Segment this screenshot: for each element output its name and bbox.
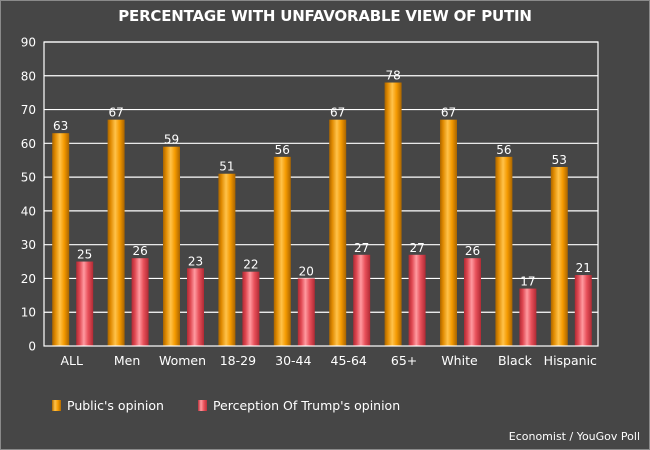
data-label-public-30-44: 56 [275,143,290,157]
data-label-trump-Black: 17 [520,275,535,289]
bar-trump-65+ [408,254,426,346]
bar-trump-45-64 [353,254,371,346]
data-label-public-Black: 56 [496,143,511,157]
bar-public-ALL [52,133,70,346]
bars [52,82,592,347]
bar-trump-Women [187,268,204,346]
bar-public-18-29 [218,173,236,346]
y-tick-label-0: 0 [28,340,36,354]
bar-trump-18-29 [242,271,260,346]
y-tick-label-40: 40 [21,204,36,218]
axes: 0 10 20 30 40 50 60 70 80 90 [21,36,599,354]
y-tick-label-50: 50 [21,171,36,185]
x-tick-label-Black: Black [498,353,533,368]
data-label-public-45-64: 67 [330,106,345,120]
data-label-trump-Women: 23 [188,254,203,268]
data-label-trump-White: 26 [465,244,480,258]
y-tick-label-30: 30 [21,238,36,252]
bar-public-Hispanic [550,166,568,346]
y-tick-label-80: 80 [21,69,36,83]
legend-swatch-public [52,400,61,411]
bar-public-White [440,119,457,346]
x-tick-label-18-29: 18-29 [220,353,256,368]
bar-public-65+ [384,82,402,347]
bar-trump-30-44 [297,278,315,346]
gridlines [44,41,598,313]
x-tick-label-White: White [441,353,478,368]
data-label-trump-Hispanic: 21 [576,261,591,275]
y-tick-label-90: 90 [21,36,36,50]
bar-public-30-44 [273,156,291,346]
source-note: Economist / YouGov Poll [508,430,640,443]
data-label-public-Women: 59 [164,133,179,147]
chart-title: PERCENTAGE WITH UNFAVORABLE VIEW OF PUTI… [118,7,532,25]
data-label-public-18-29: 51 [219,160,234,174]
data-label-public-Men: 67 [108,106,123,120]
y-tick-label-60: 60 [21,137,36,151]
legend: Public's opinion Perception Of Trump's o… [52,398,434,413]
bar-trump-Men [131,258,149,346]
x-tick-label-65+: 65+ [391,353,417,368]
data-label-trump-ALL: 25 [77,248,92,262]
bar-trump-ALL [76,261,94,346]
bar-public-45-64 [329,119,347,346]
bar-trump-Hispanic [574,275,592,346]
x-tick-label-Men: Men [114,353,140,368]
bar-public-Men [107,119,125,346]
legend-label-public: Public's opinion [67,398,164,413]
x-tick-label-Women: Women [159,353,206,368]
plot-border [43,41,599,347]
x-tick-label-30-44: 30-44 [275,353,311,368]
x-tick-label-45-64: 45-64 [331,353,367,368]
x-tick-label-ALL: ALL [60,353,83,368]
data-label-trump-65+: 27 [409,241,424,255]
data-label-trump-30-44: 20 [299,264,314,278]
data-label-public-ALL: 63 [53,119,68,133]
y-tick-label-10: 10 [21,306,36,320]
data-label-trump-Men: 26 [132,244,147,258]
data-label-trump-18-29: 22 [243,258,258,272]
y-tick-label-20: 20 [21,272,36,286]
data-label-trump-45-64: 27 [354,241,369,255]
labels: 63 25 ALL 67 26 Men 59 23 Women 51 22 18-29 56 20 30-4… [53,69,597,368]
data-label-public-65+: 78 [385,69,400,83]
x-tick-label-Hispanic: Hispanic [544,353,597,368]
bar-trump-Black [519,288,537,346]
data-label-public-White: 67 [441,106,456,120]
bar-trump-White [464,258,481,346]
legend-item-trump: Perception Of Trump's opinion [197,398,401,413]
legend-swatch-trump [197,400,207,411]
bar-public-Women [163,146,180,346]
legend-label-trump: Perception Of Trump's opinion [212,398,401,413]
y-tick-label-70: 70 [21,103,36,117]
bar-public-Black [495,156,513,346]
data-label-public-Hispanic: 53 [552,153,567,167]
legend-item-public: Public's opinion [52,398,164,413]
